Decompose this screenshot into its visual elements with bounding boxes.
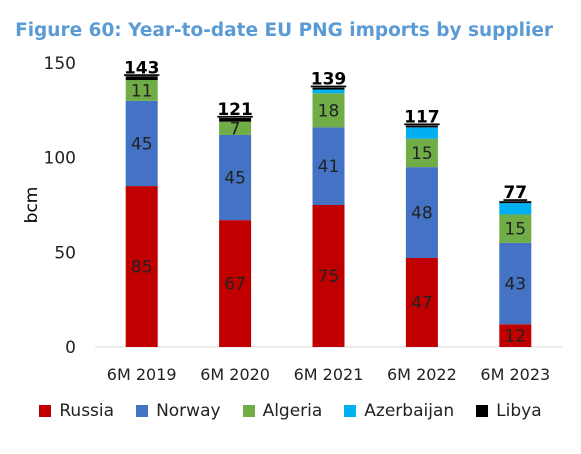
legend-label: Norway <box>156 401 221 421</box>
bar-segment-libya <box>499 201 532 204</box>
bar-segment-libya <box>312 87 345 90</box>
bar-segment-algeria <box>405 138 438 168</box>
y-tick-label: 50 <box>54 243 76 263</box>
x-tick-label: 6M 2022 <box>387 365 457 384</box>
bar-segment-azerbaijan <box>312 89 345 94</box>
data-label: 85 <box>131 258 153 278</box>
bar-segment-algeria <box>125 80 158 101</box>
bar-segment-libya <box>125 76 158 81</box>
legend-label: Russia <box>59 401 115 421</box>
legend-label: Azerbaijan <box>364 401 455 421</box>
legend-label: Libya <box>496 401 542 421</box>
bar-segment-algeria <box>312 93 345 128</box>
data-label: 47 <box>411 294 433 314</box>
legend-swatch <box>242 405 255 417</box>
data-label: 45 <box>131 134 153 154</box>
bar-segment-libya <box>219 117 252 122</box>
y-tick-label: 100 <box>44 149 76 169</box>
bar-segment-norway <box>499 242 532 325</box>
y-tick-label: 0 <box>65 338 76 358</box>
legend-item-norway: Norway <box>136 401 221 421</box>
bar-segment-norway <box>312 127 345 205</box>
total-label: 117 <box>404 107 440 127</box>
y-tick-label: 150 <box>44 54 76 74</box>
y-axis-label: bcm <box>22 187 42 224</box>
total-label: 121 <box>217 100 253 120</box>
total-label: 139 <box>311 70 347 90</box>
data-label: 15 <box>411 144 433 164</box>
chart-title: Figure 60: Year-to-date EU PNG imports b… <box>15 20 553 41</box>
x-tick-label: 6M 2021 <box>294 365 364 384</box>
bar-segment-norway <box>125 100 158 187</box>
legend-swatch <box>136 405 149 417</box>
legend: Russia Norway Algeria Azerbaijan Libya <box>0 398 581 424</box>
bar-segment-russia <box>312 205 345 347</box>
bar-segment-russia <box>499 324 532 347</box>
bar-segment-azerbaijan <box>499 203 532 215</box>
data-label: 11 <box>131 81 153 101</box>
data-label: 41 <box>318 157 340 177</box>
data-label: 15 <box>504 220 526 240</box>
bar-segment-russia <box>125 186 158 347</box>
bar-segment-algeria <box>499 214 532 243</box>
bar-segment-russia <box>219 220 252 347</box>
data-label: 45 <box>224 169 246 189</box>
legend-swatch <box>476 405 489 417</box>
data-label: 12 <box>504 327 526 347</box>
x-tick-label: 6M 2020 <box>200 365 270 384</box>
legend-label: Algeria <box>262 401 323 421</box>
y-axis-ticks: 0 50 100 150 <box>44 54 76 358</box>
total-label: 143 <box>124 58 160 78</box>
bar-segment-russia <box>405 258 438 347</box>
bar-segment-azerbaijan <box>405 127 438 139</box>
legend-item-algeria: Algeria <box>242 401 323 421</box>
x-axis-ticks: 6M 2019 6M 2020 6M 2021 6M 2022 6M 2023 <box>107 365 550 384</box>
legend-item-russia: Russia <box>39 401 114 421</box>
data-label: 75 <box>318 267 340 287</box>
total-label: 77 <box>503 183 527 203</box>
legend-swatch <box>344 405 357 417</box>
data-label: 18 <box>318 101 340 121</box>
data-label: 7 <box>230 119 241 139</box>
legend-item-libya: Libya <box>476 401 542 421</box>
data-label: 48 <box>411 204 433 224</box>
legend-swatch <box>39 405 52 417</box>
bar-segment-norway <box>219 134 252 221</box>
data-label: 67 <box>224 275 246 295</box>
bar-segment-libya <box>405 125 438 128</box>
x-tick-label: 6M 2023 <box>480 365 550 384</box>
x-tick-label: 6M 2019 <box>107 365 177 384</box>
bar-segment-algeria <box>219 121 252 135</box>
legend-item-azerbaijan: Azerbaijan <box>344 401 454 421</box>
data-label: 43 <box>504 275 526 295</box>
bar-segment-norway <box>405 167 438 259</box>
